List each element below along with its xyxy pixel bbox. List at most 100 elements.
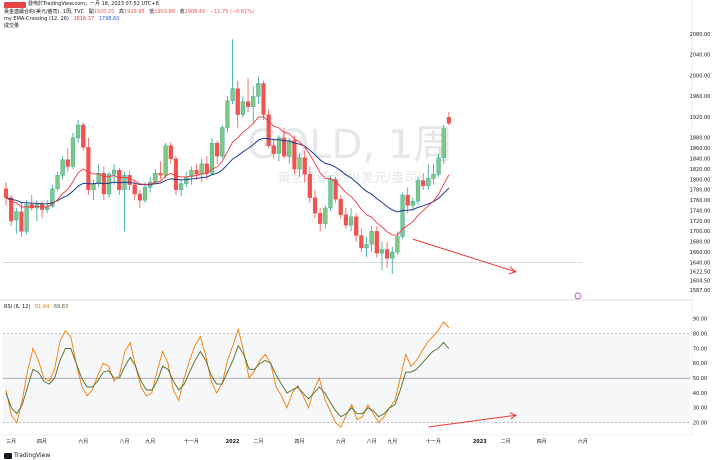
candle-body [81,124,86,148]
publisher-line: 發佈於TradingView.com，一月 18, 2023 07:52 UTC… [28,1,162,8]
candle-body [323,207,328,224]
candle-body [312,197,318,214]
price-tick-label: 1640.00 [690,260,711,266]
ema26-value: 1798.60 [98,16,120,22]
time-tick-label: 六月 [336,438,346,445]
low-label: 低 [149,9,155,15]
rsi-tick-label: 20.00 [693,420,707,426]
rsi-fast-line [5,321,450,428]
candle-body [117,169,122,191]
candle-body [390,251,395,259]
candle-body [343,214,348,226]
candle-body [333,179,338,200]
price-tick-label: 1960.00 [690,94,711,100]
watermark-line2: 黃金連續合約(美元/盎司) [278,170,423,186]
change-value: −11.75 (−0.61%) [209,9,254,15]
time-tick-label: 九月 [387,438,397,445]
ema-fast-line [5,116,450,236]
time-tick-label: 二月 [253,439,263,445]
candle-body [431,174,436,179]
candle-body [65,159,70,167]
time-tick-label: 四月 [37,439,47,445]
candle-body [70,137,76,167]
candle-body [184,176,189,184]
candle-body [436,157,441,175]
rsi-divergence-arrow [428,414,516,428]
candle-body [163,145,168,176]
ema-slow-line [5,137,450,213]
candle-body [240,101,245,115]
candle-body [369,231,374,245]
candle-body [215,142,220,157]
candle-body [235,88,240,115]
candle-body [199,163,204,175]
high-value: 1929.95 [124,9,145,15]
candle-body [24,204,29,232]
candle-body [106,174,112,195]
candle-body [251,96,256,108]
candle-body [302,157,307,175]
price-tick-label: 2000.00 [690,73,711,79]
candle-body [60,159,65,176]
price-tick-label: 2080.00 [690,32,711,38]
candle-body [153,173,158,183]
candle-body [168,145,173,159]
ema-legend[interactable]: my EMA-Crossing (12, 26) 1816.37 1798.60 [4,16,122,23]
candle-body [271,145,276,154]
candle-body [338,198,343,215]
candle-body [209,142,215,174]
candle-body [204,163,209,174]
candle-body [415,180,421,202]
close-value: 1908.45 [184,9,206,15]
candle-body [282,137,287,157]
time-tick-label: 八月 [367,439,377,445]
footer-brand-text: TradingView [14,452,51,459]
price-tick-label: 1622.50 [690,269,711,275]
rsi-legend[interactable]: RSI (6, 12) 81.84 69.83 [4,304,71,311]
time-tick-label: 四月 [537,439,547,445]
candle-body [410,201,415,206]
candle-body [364,244,369,249]
rsi12-value: 69.83 [53,304,69,310]
candle-body [225,100,230,128]
candle-body [374,231,379,254]
candle-body [194,169,199,175]
candle-body [441,128,446,158]
rsi6-value: 81.84 [34,304,50,310]
rsi-tick-label: 90.00 [693,317,707,323]
candle-body [348,216,354,226]
rsi-tick-label: 40.00 [693,391,707,397]
publisher-logo [4,2,26,8]
time-tick-label: 十一月 [184,438,199,445]
price-tick-label: 2040.00 [690,53,711,59]
candle-body [75,124,81,139]
price-tick-label: 1880.00 [690,136,711,142]
candle-body [96,173,101,184]
candle-body [426,178,431,186]
rsi-tick-label: 30.00 [693,406,707,412]
price-tick-label: 1760.00 [690,198,711,204]
candle-body [29,204,34,209]
footer-brand[interactable]: TradingView [4,452,50,459]
time-tick-label: 三月 [6,439,16,445]
high-label: 高 [118,9,124,15]
candle-body [127,175,132,185]
time-tick-label: 2023 [473,439,487,445]
price-tick-label: 1820.00 [690,167,711,173]
low-value: 1903.88 [154,9,175,15]
candle-body [91,183,96,191]
candle-body [354,216,359,236]
price-tick-label: 1587.00 [690,288,711,294]
candle-body [112,169,117,175]
price-tick-label: 1860.00 [690,146,711,152]
time-tick-label: 六月 [78,438,88,445]
candle-body [55,175,60,190]
rsi-tick-label: 80.00 [693,332,707,338]
rsi-label: RSI (6, 12) [4,304,31,310]
rsi-divergence-arrowhead [509,412,517,420]
rsi-tick-label: 70.00 [693,346,707,352]
volume-legend[interactable]: 成交量 [4,23,22,30]
tradingview-logo-icon [4,452,12,459]
candle-body [189,169,194,178]
rsi-tick-label: 60.00 [693,361,707,367]
